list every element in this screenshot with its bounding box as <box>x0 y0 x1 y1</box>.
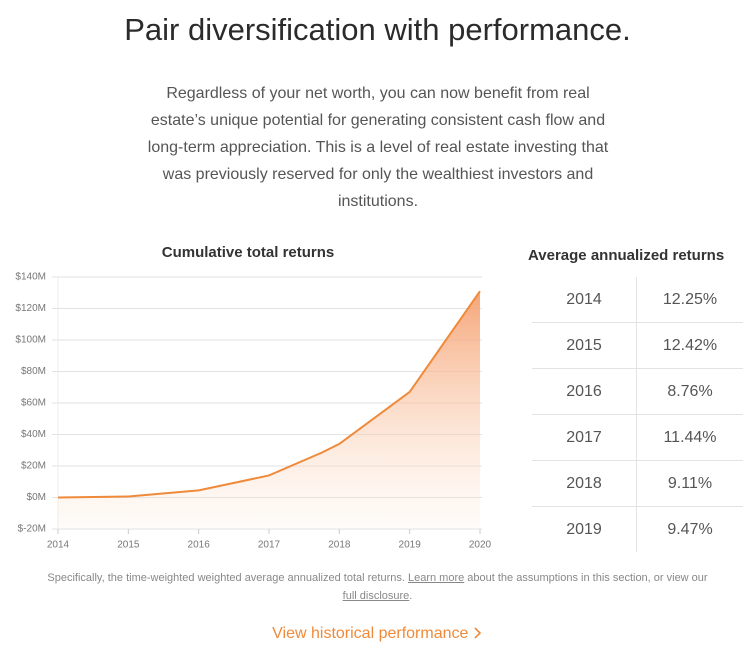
headline: Pair diversification with performance. <box>124 12 631 47</box>
return-cell: 9.47% <box>667 520 713 538</box>
table-row: 2017 11.44% <box>532 414 743 461</box>
y-tick-label: $20M <box>21 461 46 472</box>
learn-more-link[interactable]: Learn more <box>407 572 465 584</box>
return-cell: 12.25% <box>636 277 743 323</box>
table-row: 2019 9.47% <box>532 506 743 552</box>
y-tick-label: $60M <box>21 398 46 409</box>
year-cell: 2018 <box>532 460 637 507</box>
table-row: 2018 9.11% <box>532 460 743 507</box>
return-cell: 8.76% <box>636 368 743 415</box>
y-tick-label: $80M <box>21 366 46 377</box>
y-tick-label: $-20M <box>18 524 46 535</box>
year-cell: 2019 <box>532 506 637 552</box>
chevron-icon <box>474 627 481 639</box>
disclosure: Specifically, the time-weighted weighted… <box>30 569 725 605</box>
y-tick-label: $100M <box>15 335 46 346</box>
returns-table: 2014 12.25% 2015 12.42% 2016 8.76% 2017 11.44% 2… <box>532 277 743 552</box>
return-cell: 9.11% <box>636 460 743 507</box>
table-row: 2014 12.25% <box>532 277 743 323</box>
chart: Cumulative total returns $-20M $0M $20M $40… <box>15 244 492 551</box>
return-cell: 12.42% <box>636 322 743 369</box>
y-tick-label: $140M <box>15 272 46 283</box>
cta-text[interactable]: View historical performance <box>272 625 469 642</box>
y-tick-label: $40M <box>21 429 46 440</box>
full-disclosure-link[interactable]: full disclosure <box>342 590 410 602</box>
y-tick-label: $0M <box>27 492 46 503</box>
cta-link[interactable]: View historical performance <box>0 625 755 643</box>
table-title: Average annualized returns <box>528 247 725 264</box>
return-cell: 11.44% <box>636 414 743 461</box>
intro-text: Regardless of your net worth, you can no… <box>147 85 609 210</box>
year-cell: 2016 <box>532 368 637 415</box>
x-tick-label: 2015 <box>117 540 140 551</box>
disclosure-text: about the assumptions in this section, o… <box>464 572 708 584</box>
x-tick-label: 2020 <box>469 540 492 551</box>
line <box>57 290 481 499</box>
x-tick-label: 2016 <box>188 540 211 551</box>
disclosure-text: Specifically, the time-weighted weighted… <box>47 572 408 584</box>
year-cell: 2014 <box>532 277 637 323</box>
x-tick-label: 2018 <box>328 540 351 551</box>
disclosure-text: . <box>409 590 413 602</box>
year-cell: 2017 <box>532 414 637 461</box>
chart-title: Cumulative total returns <box>162 244 335 261</box>
year-cell: 2015 <box>532 322 637 369</box>
table-row: 2015 12.42% <box>532 322 743 369</box>
x-tick-label: 2014 <box>47 540 70 551</box>
area <box>58 291 480 529</box>
y-tick-label: $120M <box>15 303 46 314</box>
x-tick-label: 2017 <box>258 540 281 551</box>
x-tick-label: 2019 <box>399 540 422 551</box>
table-row: 2016 8.76% <box>532 368 743 415</box>
